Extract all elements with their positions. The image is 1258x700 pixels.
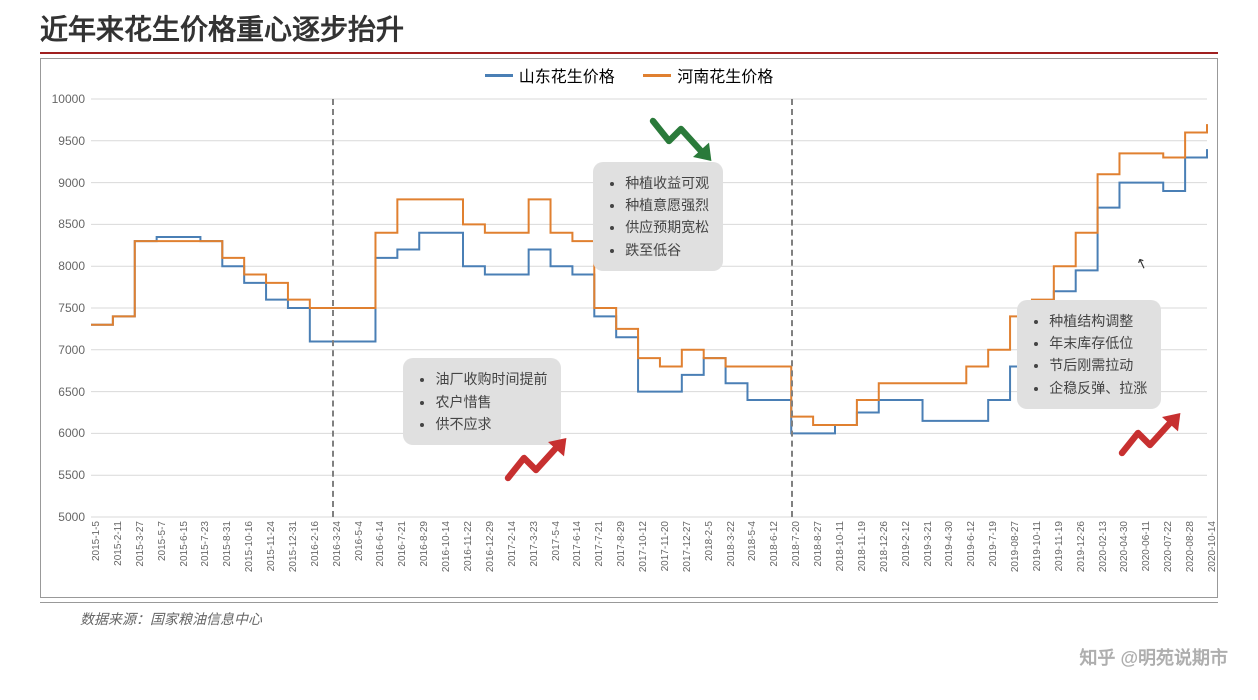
x-tick-label: 2018-6-12 xyxy=(769,521,780,567)
annotation-item: 油厂收购时间提前 xyxy=(435,368,547,390)
x-tick-label: 2018-5-4 xyxy=(747,521,758,561)
x-tick-label: 2015-3-27 xyxy=(135,521,146,567)
x-tick-label: 2015-12-31 xyxy=(288,521,299,572)
annotation-item: 跌至低谷 xyxy=(625,239,709,261)
x-tick-label: 2015-7-23 xyxy=(200,521,211,567)
y-tick-label: 5500 xyxy=(58,468,85,482)
annotation-item: 供不应求 xyxy=(435,413,547,435)
x-tick-label: 2019-6-12 xyxy=(966,521,977,567)
y-tick-label: 8500 xyxy=(58,217,85,231)
x-axis: 2015-1-5 2015-2-11 2015-3-27 2015-5-7 2015-6… xyxy=(91,517,1207,597)
y-tick-label: 8000 xyxy=(58,259,85,273)
trend-up-arrow-icon xyxy=(1118,408,1198,468)
annotation-anno3: 种植结构调整年末库存低位节后刚需拉动企稳反弹、拉涨 xyxy=(1017,300,1161,410)
y-tick-label: 6500 xyxy=(58,385,85,399)
cycle-divider xyxy=(791,99,793,517)
x-tick-label: 2017-10-12 xyxy=(638,521,649,572)
x-tick-label: 2015-11-24 xyxy=(266,521,277,571)
x-tick-label: 2016-7-21 xyxy=(397,521,408,567)
watermark: 知乎 @明苑说期市 xyxy=(1079,644,1228,670)
annotation-anno1: 油厂收购时间提前农户惜售供不应求 xyxy=(403,358,561,445)
y-tick-label: 5000 xyxy=(58,510,85,524)
x-tick-label: 2017-6-14 xyxy=(572,521,583,567)
chart-box: 山东花生价格 河南花生价格 5000 5500 6000 6500 7000 7500 80… xyxy=(40,58,1218,598)
plot-area: 油厂收购时间提前农户惜售供不应求 种植收益可观种植意愿强烈供应预期宽松跌至低谷 … xyxy=(91,99,1207,517)
annotation-item: 种植结构调整 xyxy=(1049,310,1147,332)
page-title: 近年来花生价格重心逐步抬升 xyxy=(0,0,1258,52)
x-tick-label: 2020-07-22 xyxy=(1163,521,1174,572)
x-tick-label: 2020-02-13 xyxy=(1098,521,1109,572)
x-tick-label: 2015-6-15 xyxy=(179,521,190,567)
x-tick-label: 2016-12-29 xyxy=(485,521,496,572)
legend-item-henan: 河南花生价格 xyxy=(643,63,773,87)
x-tick-label: 2018-12-26 xyxy=(879,521,890,572)
x-tick-label: 2018-7-20 xyxy=(791,521,802,567)
annotation-item: 节后刚需拉动 xyxy=(1049,354,1147,376)
trend-up-arrow-icon xyxy=(504,433,584,493)
chart-container: 山东花生价格 河南花生价格 5000 5500 6000 6500 7000 7500 80… xyxy=(40,58,1218,598)
legend-item-shandong: 山东花生价格 xyxy=(485,63,615,87)
y-tick-label: 6000 xyxy=(58,426,85,440)
x-tick-label: 2017-11-20 xyxy=(660,521,671,571)
y-tick-label: 9500 xyxy=(58,134,85,148)
y-tick-label: 10000 xyxy=(52,92,85,106)
annotation-item: 供应预期宽松 xyxy=(625,216,709,238)
x-tick-label: 2017-7-21 xyxy=(594,521,605,567)
x-tick-label: 2016-3-24 xyxy=(332,521,343,567)
x-tick-label: 2016-8-29 xyxy=(419,521,430,567)
x-tick-label: 2017-12-27 xyxy=(682,521,693,572)
x-tick-label: 2016-10-14 xyxy=(441,521,452,572)
x-tick-label: 2015-5-7 xyxy=(157,521,168,561)
x-tick-label: 2017-2-14 xyxy=(507,521,518,567)
trend-down-arrow-icon xyxy=(649,116,729,176)
chart-legend: 山东花生价格 河南花生价格 xyxy=(41,59,1217,89)
annotation-item: 年末库存低位 xyxy=(1049,332,1147,354)
x-tick-label: 2019-4-30 xyxy=(944,521,955,567)
x-tick-label: 2015-10-16 xyxy=(244,521,255,572)
x-tick-label: 2016-5-4 xyxy=(354,521,365,561)
y-axis: 5000550060006500700075008000850090009500… xyxy=(41,99,91,517)
x-tick-label: 2020-04-30 xyxy=(1119,521,1130,572)
x-tick-label: 2017-3-23 xyxy=(529,521,540,567)
x-tick-label: 2015-2-11 xyxy=(113,521,124,566)
x-tick-label: 2016-2-16 xyxy=(310,521,321,567)
x-tick-label: 2018-8-27 xyxy=(813,521,824,567)
legend-swatch-1 xyxy=(485,74,513,77)
x-tick-label: 2019-11-19 xyxy=(1054,521,1065,571)
x-tick-label: 2019-12-26 xyxy=(1076,521,1087,572)
annotation-item: 企稳反弹、拉涨 xyxy=(1049,377,1147,399)
x-tick-label: 2019-2-12 xyxy=(901,521,912,567)
title-underline xyxy=(40,52,1218,54)
x-tick-label: 2020-08-28 xyxy=(1185,521,1196,572)
legend-label-1: 山东花生价格 xyxy=(519,63,615,87)
annotation-anno2: 种植收益可观种植意愿强烈供应预期宽松跌至低谷 xyxy=(593,162,723,272)
x-tick-label: 2018-10-11 xyxy=(835,521,846,571)
annotation-item: 农户惜售 xyxy=(435,391,547,413)
x-tick-label: 2019-3-21 xyxy=(923,521,934,567)
x-tick-label: 2018-2-5 xyxy=(704,521,715,561)
x-tick-label: 2020-06-11 xyxy=(1141,521,1152,571)
y-tick-label: 7000 xyxy=(58,343,85,357)
x-tick-label: 2018-3-22 xyxy=(726,521,737,567)
legend-swatch-2 xyxy=(643,74,671,77)
x-tick-label: 2015-8-31 xyxy=(222,521,233,567)
x-tick-label: 2016-11-22 xyxy=(463,521,474,571)
annotation-item: 种植意愿强烈 xyxy=(625,194,709,216)
x-tick-label: 2016-6-14 xyxy=(375,521,386,567)
data-source: 数据来源：国家粮油信息中心 xyxy=(40,602,1218,629)
y-tick-label: 9000 xyxy=(58,176,85,190)
legend-label-2: 河南花生价格 xyxy=(677,63,773,87)
x-tick-label: 2017-5-4 xyxy=(551,521,562,561)
y-tick-label: 7500 xyxy=(58,301,85,315)
x-tick-label: 2020-10-14 xyxy=(1207,521,1218,572)
cycle-divider xyxy=(332,99,334,517)
x-tick-label: 2018-11-19 xyxy=(857,521,868,571)
x-tick-label: 2019-08-27 xyxy=(1010,521,1021,572)
x-tick-label: 2015-1-5 xyxy=(91,521,102,561)
x-tick-label: 2019-7-19 xyxy=(988,521,999,567)
x-tick-label: 2017-8-29 xyxy=(616,521,627,567)
x-tick-label: 2019-10-11 xyxy=(1032,521,1043,571)
